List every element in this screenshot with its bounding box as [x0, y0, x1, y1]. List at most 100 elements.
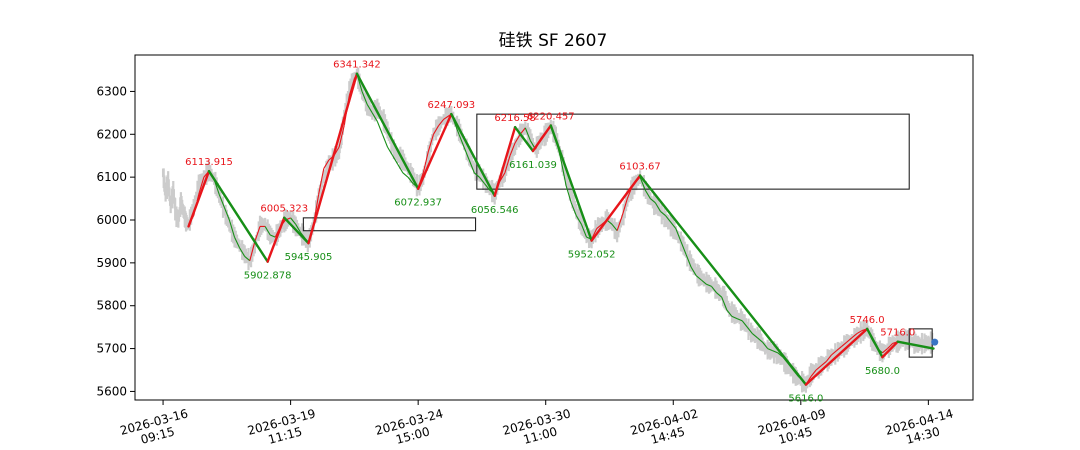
zigzag-segment — [896, 340, 935, 350]
zigzag-segment — [187, 169, 211, 228]
trend-segment — [499, 172, 506, 182]
trend-segment — [244, 256, 251, 262]
y-tick-label: 6100 — [96, 170, 127, 184]
trend-segment — [736, 318, 743, 322]
trend-segment — [422, 151, 429, 173]
zigzag-segment — [307, 72, 359, 245]
peak-label: 6247.093 — [427, 100, 475, 111]
trend-segment — [458, 134, 465, 148]
trend-segment — [402, 172, 409, 178]
zigzag-segment — [266, 216, 286, 263]
trend-segment — [397, 164, 404, 174]
trend-segment — [851, 333, 858, 339]
trend-segment — [596, 223, 603, 229]
trend-segment — [560, 159, 567, 186]
trend-segment — [580, 224, 588, 238]
trend-segment — [841, 341, 848, 347]
trough-label: 6072.937 — [394, 198, 442, 209]
peak-label: 5716.0 — [880, 328, 915, 339]
trend-segment — [366, 104, 373, 114]
trend-segment — [665, 215, 672, 223]
trend-segment — [721, 296, 728, 311]
trend-segment — [611, 223, 618, 232]
trend-segment — [757, 337, 763, 343]
zigzag-segment — [450, 112, 496, 197]
trend-segment — [726, 309, 733, 317]
plot-frame — [134, 54, 974, 401]
trend-segment — [407, 176, 414, 184]
trend-segment — [836, 346, 842, 352]
peak-label: 6216.58 — [494, 113, 535, 124]
trend-segment — [427, 134, 434, 152]
peak-label: 6341.342 — [333, 60, 381, 71]
trend-segment — [254, 226, 261, 242]
peak-label: 6103.67 — [619, 162, 660, 173]
trend-segment — [644, 189, 651, 199]
zigzag-segment — [531, 124, 553, 153]
trend-segment — [473, 172, 480, 178]
last-price-marker — [931, 338, 939, 346]
trend-segment — [524, 127, 531, 141]
trend-segment — [249, 241, 256, 261]
peak-label: 6113.915 — [185, 157, 233, 168]
trend-segment — [772, 350, 779, 354]
trend-segment — [228, 219, 236, 238]
trend-segment — [654, 202, 661, 212]
trend-segment — [381, 134, 389, 148]
zigzag-segment — [590, 174, 642, 242]
trend-segment — [751, 333, 758, 339]
trend-segment — [685, 254, 692, 268]
trend-segment — [565, 185, 572, 204]
trend-segment — [509, 142, 516, 156]
range-box — [302, 217, 477, 232]
trend-segment — [239, 247, 246, 257]
zigzag-segment — [355, 72, 420, 190]
trend-segment — [233, 236, 241, 249]
trough-label: 6161.039 — [509, 160, 557, 171]
trend-segment — [825, 354, 832, 362]
trend-segment — [295, 224, 302, 234]
trend-segment — [438, 118, 445, 127]
zigzag-segment — [881, 340, 899, 359]
trend-segment — [269, 234, 276, 238]
zigzag-segment — [493, 125, 517, 197]
y-tick-label: 6000 — [96, 213, 127, 227]
trend-segment — [846, 337, 853, 343]
trend-segment — [680, 241, 687, 255]
zigzag-segment — [513, 125, 535, 153]
trend-segment — [392, 155, 399, 165]
trend-segment — [810, 369, 817, 377]
y-tick-label: 6300 — [96, 84, 127, 98]
trend-segment — [478, 176, 485, 184]
trough-label: 5902.878 — [244, 271, 292, 282]
pivot-annotations: 6113.915 5902.878 6005.323 5945.905 6341.342… — [185, 60, 915, 405]
zigzag-segment — [549, 124, 593, 242]
trough-label: 5680.0 — [865, 366, 900, 377]
trend-segment — [198, 176, 205, 195]
trend-segment — [218, 194, 225, 208]
range-box — [476, 113, 910, 190]
trend-segment — [338, 125, 345, 148]
y-tick-label: 5600 — [96, 384, 127, 398]
trend-segment — [695, 275, 702, 281]
y-tick-label: 6200 — [96, 127, 127, 141]
trend-segment — [675, 228, 682, 242]
zigzag-segment — [283, 216, 310, 245]
y-tick-label: 5700 — [96, 342, 127, 356]
trend-segment — [820, 361, 827, 367]
trend-segment — [223, 206, 230, 221]
plot-content — [161, 67, 939, 393]
plot-area — [161, 67, 939, 393]
trend-segment — [741, 320, 748, 328]
trend-segment — [762, 341, 769, 349]
zigzag-segment — [865, 327, 884, 359]
trend-segment — [371, 112, 378, 122]
trend-segment — [716, 292, 723, 298]
trend-segment — [514, 134, 521, 144]
